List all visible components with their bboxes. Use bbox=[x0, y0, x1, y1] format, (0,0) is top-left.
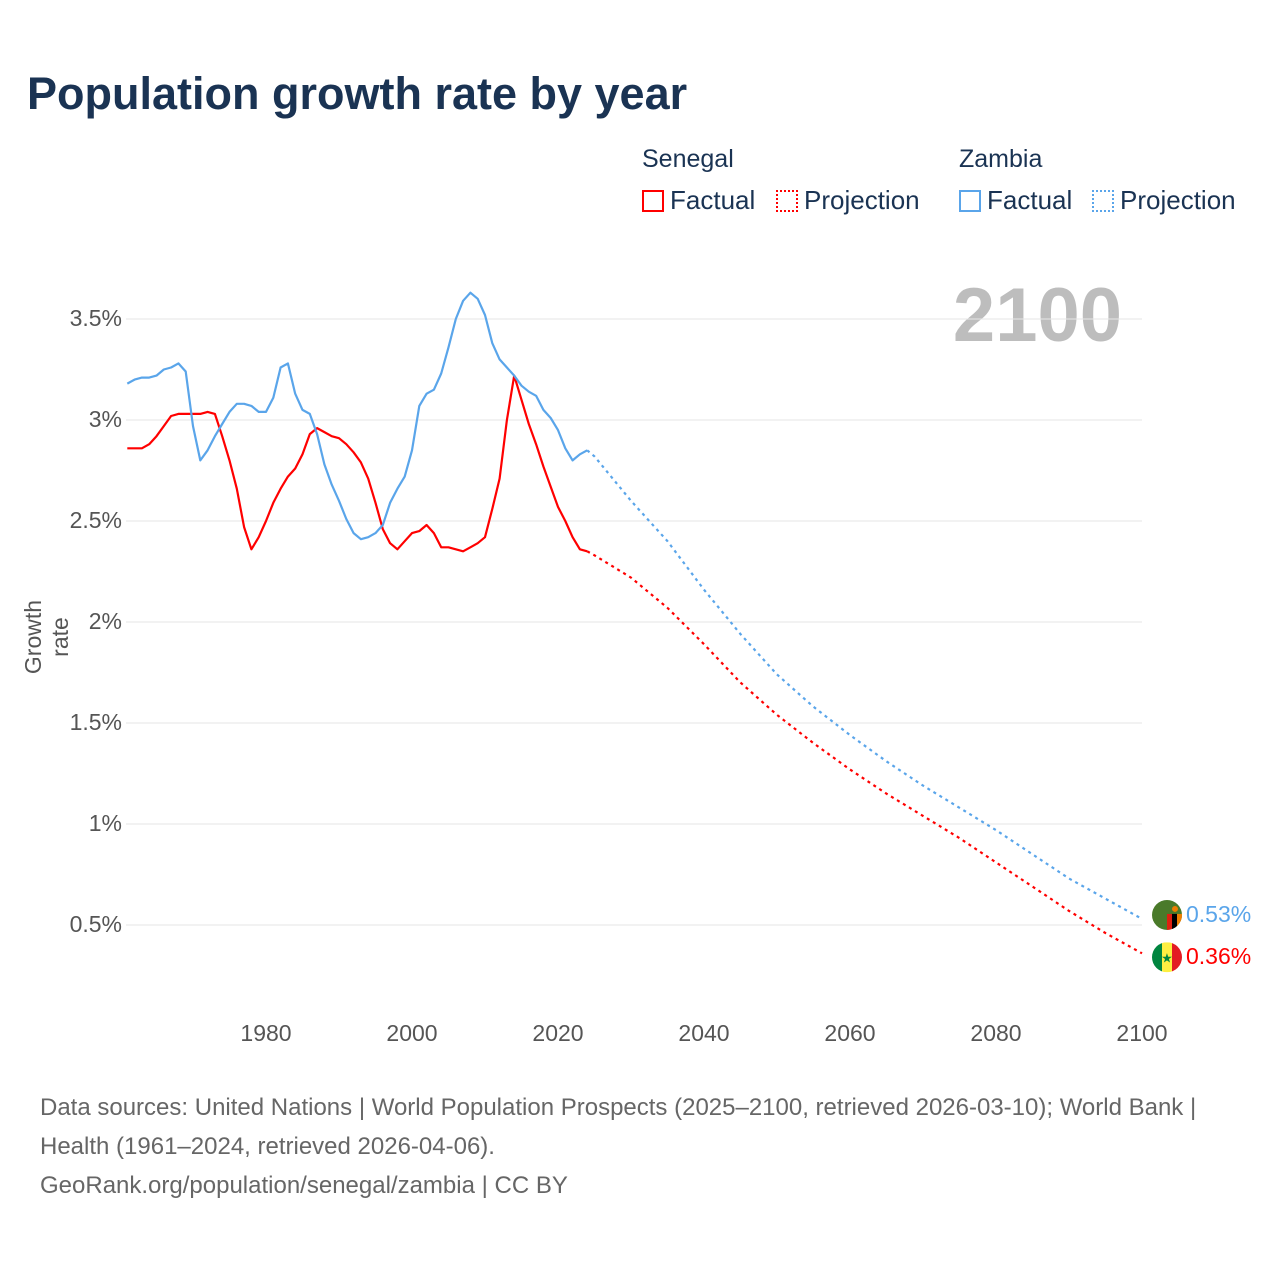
legend-swatch-solid bbox=[642, 189, 664, 212]
data-sources: Data sources: United Nations | World Pop… bbox=[40, 1094, 1197, 1160]
flag-stripe bbox=[1152, 942, 1162, 973]
current-year-display: 2100 bbox=[952, 273, 1122, 358]
y-tick-label: 0.5% bbox=[69, 911, 122, 937]
y-tick-label: 1% bbox=[88, 810, 122, 836]
y-tick-label: 2% bbox=[88, 608, 122, 634]
legend-label: Projection bbox=[804, 185, 920, 215]
x-tick-label: 2060 bbox=[824, 1020, 876, 1046]
legend-zambia-factual[interactable]: Factual bbox=[959, 185, 1072, 216]
legend-senegal-factual[interactable]: Factual bbox=[642, 185, 755, 216]
senegal-projection-line bbox=[586, 550, 1143, 955]
legend-senegal-heading: Senegal bbox=[642, 145, 734, 173]
x-tick-label: 2020 bbox=[532, 1020, 584, 1046]
x-tick-label: 2080 bbox=[970, 1020, 1022, 1046]
legend-swatch-dotted bbox=[776, 189, 798, 212]
flag-stripe bbox=[1167, 913, 1172, 930]
zambia-flag-icon bbox=[1152, 899, 1182, 930]
flag-stripe bbox=[1172, 913, 1177, 930]
flag-stripe bbox=[1172, 942, 1182, 973]
zambia-factual-line bbox=[126, 291, 588, 541]
y-tick-label: 3.5% bbox=[69, 305, 122, 331]
y-tick-label: 1.5% bbox=[69, 709, 122, 735]
flag-stripe bbox=[1162, 942, 1172, 973]
senegal-flag-icon: ★ bbox=[1152, 942, 1182, 973]
x-tick-label: 1980 bbox=[240, 1020, 292, 1046]
legend-swatch-dotted bbox=[1092, 189, 1114, 212]
footer: Data sources: United Nations | World Pop… bbox=[40, 1088, 1240, 1205]
senegal-end-value: 0.36% bbox=[1186, 943, 1252, 970]
legend-zambia-heading: Zambia bbox=[959, 145, 1043, 173]
zambia-end-value: 0.53% bbox=[1186, 900, 1252, 927]
flag-eagle bbox=[1172, 905, 1178, 912]
senegal-factual-line bbox=[127, 374, 588, 553]
y-tick-label: 3% bbox=[88, 406, 122, 432]
x-tick-label: 2000 bbox=[386, 1020, 438, 1046]
flag-stripe bbox=[1177, 913, 1182, 930]
legend-senegal-projection[interactable]: Projection bbox=[776, 185, 920, 216]
y-tick-label: 2.5% bbox=[69, 507, 122, 533]
legend-label: Factual bbox=[670, 185, 756, 215]
x-tick-label: 2100 bbox=[1116, 1020, 1168, 1046]
legend-label: Projection bbox=[1120, 185, 1236, 215]
chart-title: Population growth rate by year bbox=[27, 68, 688, 119]
legend-label: Factual bbox=[987, 185, 1073, 215]
flag-star: ★ bbox=[1161, 950, 1173, 965]
credit-link[interactable]: GeoRank.org/population/senegal/zambia | … bbox=[40, 1172, 568, 1199]
x-tick-label: 2040 bbox=[678, 1020, 730, 1046]
legend-swatch-solid bbox=[959, 189, 981, 212]
legend-zambia-projection[interactable]: Projection bbox=[1092, 185, 1236, 216]
